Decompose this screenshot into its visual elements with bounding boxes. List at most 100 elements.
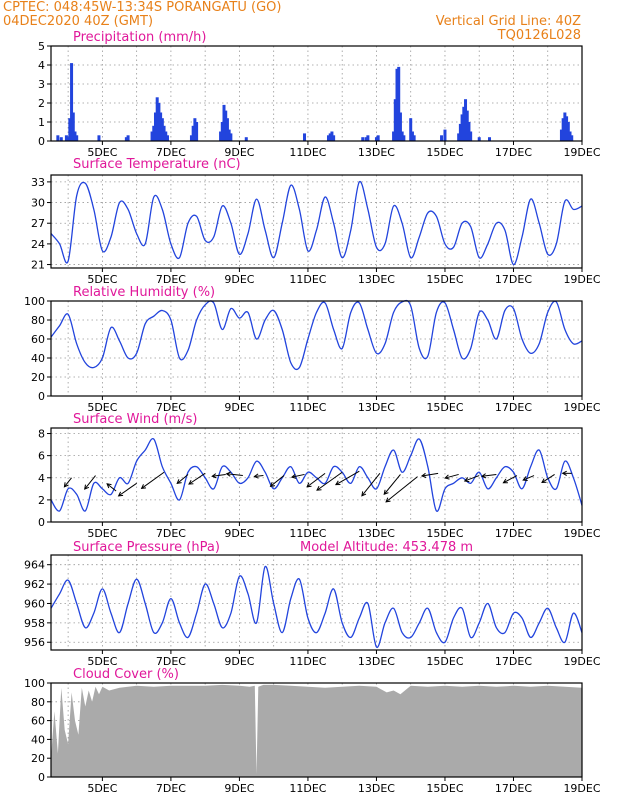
temp-frame [50, 174, 583, 269]
precip-xtick-label: 7DEC [156, 146, 186, 159]
rh-panel: Relative Humidity (%) 0 20 40 60 80 100 5DEC 7DE… [24, 285, 601, 414]
precip-bar [465, 110, 469, 141]
temp-xtick-label: 7DEC [156, 273, 186, 286]
precip-bar [330, 131, 334, 141]
wind-series-line [50, 437, 583, 512]
precip-bar [70, 63, 74, 141]
wind-vector-shaft [106, 483, 117, 492]
cloud-xtick-label: 13DEC [358, 782, 395, 795]
wind-ytick-label: 4 [38, 472, 45, 485]
precip-bar [328, 133, 332, 141]
rh-xtick-label: 17DEC [495, 401, 532, 414]
wind-vector-head [306, 482, 312, 488]
precip-bar [191, 125, 195, 141]
press-ytick-label: 956 [24, 636, 45, 649]
wind-vector-head [541, 478, 547, 484]
model-id: TQ0126L028 [497, 28, 581, 43]
precip-bar [222, 104, 226, 141]
precip-xtick-label: 11DEC [289, 146, 326, 159]
wind-vector-shaft [503, 475, 518, 484]
temp-ytick-label: 30 [31, 197, 45, 210]
cloud-ytick-label: 100 [24, 677, 45, 690]
precip-bar [561, 118, 565, 141]
precip-ytick-label: 1 [38, 116, 45, 129]
wind-vector-head [106, 483, 112, 489]
wind-vector-shaft [316, 471, 343, 491]
wind-vector-head [385, 497, 391, 503]
wind-xtick-label: 9DEC [224, 527, 254, 540]
precip-bar [376, 135, 380, 141]
wind-vector-shaft [176, 474, 189, 484]
wind-vector-shaft [335, 470, 360, 486]
wind-vector-shaft [481, 473, 497, 477]
run-date: 04DEC2020 40Z (GMT) [3, 14, 154, 29]
cloud-xtick-label: 15DEC [426, 782, 463, 795]
precip-bar [410, 131, 414, 141]
cloud-ytick-label: 0 [38, 771, 45, 784]
station-title: CPTEC: 048:45W-13:34S PORANGATU (GO) [3, 0, 282, 15]
precip-bar [66, 137, 70, 141]
cloud-ytick-label: 60 [31, 715, 45, 728]
precip-bar [165, 135, 169, 141]
wind-vector-shaft [523, 475, 535, 481]
precip-bar [193, 118, 197, 141]
wind-vector-shaft [188, 472, 206, 485]
cloud-xtick-label: 5DEC [87, 782, 117, 795]
press-ytick-label: 958 [24, 617, 45, 630]
press-annotation: Model Altitude: 453.478 m [300, 540, 473, 555]
wind-vector-shaft [445, 473, 459, 479]
wind-vector-head [188, 479, 194, 485]
wind-vector [463, 475, 480, 483]
wind-vector-head [253, 473, 259, 479]
wind-vector-head [140, 484, 147, 489]
wind-vector [444, 473, 459, 480]
wind-vector [522, 475, 535, 481]
rh-xtick-label: 13DEC [358, 401, 395, 414]
wind-vector-shaft [84, 475, 96, 490]
press-xtick-label: 17DEC [495, 655, 532, 668]
precip-xtick-label: 5DEC [87, 146, 117, 159]
precip-ytick-label: 5 [38, 40, 45, 53]
rh-xtick-label: 19DEC [563, 401, 600, 414]
precip-bar [477, 137, 481, 141]
temp-xtick-label: 5DEC [87, 273, 117, 286]
precip-bar [563, 112, 567, 141]
wind-vector-head [316, 485, 322, 491]
precip-bar [565, 116, 569, 141]
wind-vector [176, 474, 189, 485]
wind-vector-head [176, 479, 182, 485]
press-xtick-label: 15DEC [426, 655, 463, 668]
cloud-xtick-label: 7DEC [156, 782, 186, 795]
wind-vector [480, 473, 497, 479]
temp-ytick-label: 27 [31, 217, 45, 230]
wind-vector-shaft [212, 473, 226, 477]
wind-frame [50, 427, 583, 523]
wind-vector [290, 473, 305, 479]
cloud-xtick-label: 9DEC [224, 782, 254, 795]
cloud-area [51, 684, 582, 777]
precip-bar [559, 129, 563, 141]
rh-ytick-label: 0 [38, 390, 45, 403]
rh-ytick-label: 40 [31, 352, 45, 365]
wind-vector [63, 477, 72, 488]
precip-bar [395, 68, 399, 141]
cloud-title: Cloud Cover (%) [73, 667, 179, 682]
wind-xtick-label: 5DEC [87, 527, 117, 540]
wind-vector-head [269, 482, 275, 488]
cloud-xtick-label: 17DEC [495, 782, 532, 795]
wind-vector [561, 470, 572, 476]
wind-ytick-label: 2 [38, 494, 45, 507]
temp-ytick-label: 21 [31, 259, 45, 272]
precip-bar [361, 137, 365, 141]
precip-bar [160, 118, 164, 141]
wind-xtick-label: 15DEC [426, 527, 463, 540]
wind-vector [502, 475, 518, 484]
wind-vector [211, 473, 226, 479]
precip-bar [332, 135, 336, 141]
temp-title: Surface Temperature (nC) [73, 157, 241, 172]
press-xtick-label: 11DEC [289, 655, 326, 668]
precip-bar [458, 123, 462, 141]
precip-bar [303, 133, 307, 141]
precip-bar [488, 137, 492, 141]
